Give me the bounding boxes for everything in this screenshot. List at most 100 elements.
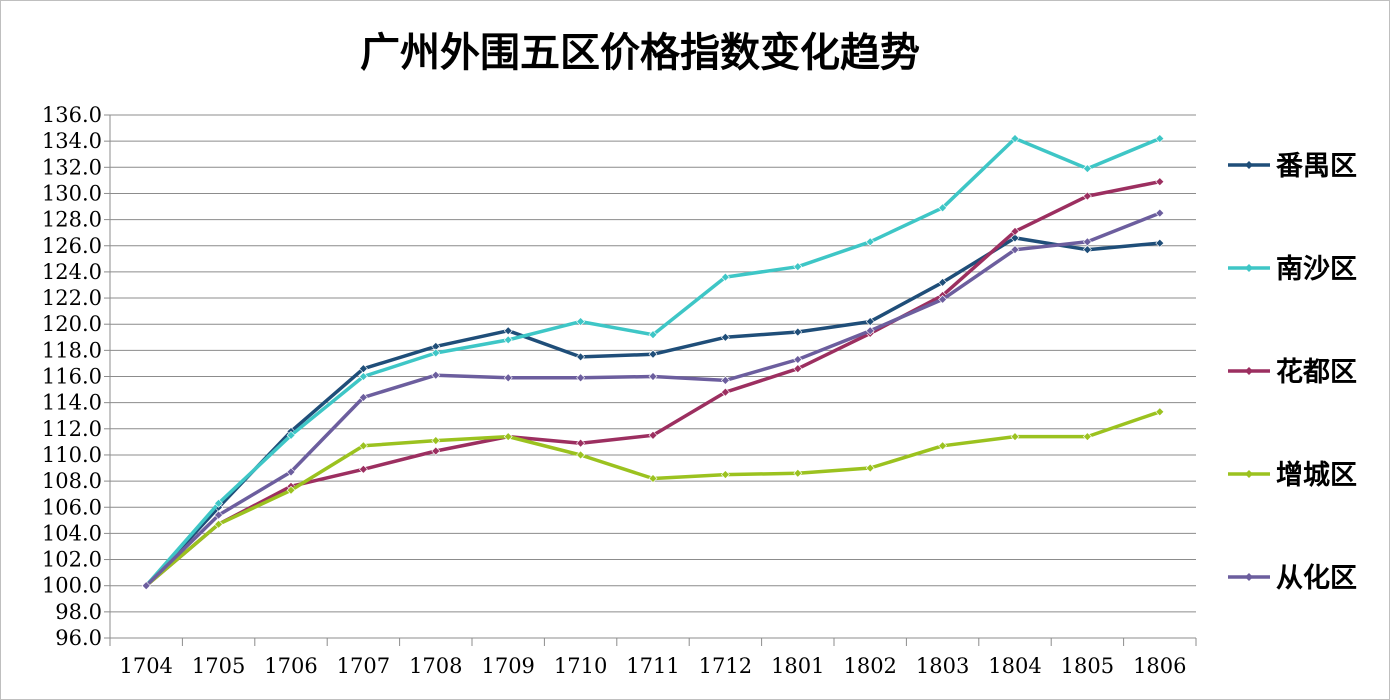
axes	[109, 115, 1197, 646]
data-point	[865, 326, 875, 336]
y-tick-label: 122.0	[42, 286, 102, 310]
legend-label: 番禺区	[1276, 151, 1357, 182]
data-point	[1155, 177, 1165, 187]
data-point	[720, 375, 730, 385]
data-point	[793, 327, 803, 337]
data-point	[576, 438, 586, 448]
y-tick-label: 130.0	[42, 181, 102, 205]
data-point	[358, 392, 368, 402]
data-point	[648, 430, 658, 440]
x-axis-tick-labels: 1704 1705 1706 1707 1708 1709 1710 1711 1712 1801…	[119, 654, 1186, 678]
x-tick-label: 1711	[626, 654, 679, 678]
y-tick-label: 110.0	[42, 443, 102, 467]
legend-label: 花都区	[1276, 357, 1357, 388]
data-point	[1155, 208, 1165, 218]
y-tick-label: 106.0	[42, 495, 102, 519]
y-tick-label: 128.0	[42, 208, 102, 232]
data-point	[793, 262, 803, 272]
x-tick-label: 1710	[554, 654, 607, 678]
data-point	[720, 332, 730, 342]
data-point	[141, 581, 151, 591]
y-tick-label: 104.0	[42, 521, 102, 545]
y-axis-tick-labels: 96.098.0100.0102.0104.0106.0108.0110.011…	[42, 103, 102, 650]
data-point	[793, 468, 803, 478]
data-point	[793, 355, 803, 364]
y-tick-label: 124.0	[42, 260, 102, 284]
x-tick-label: 1806	[1133, 654, 1186, 678]
data-point	[720, 387, 730, 397]
data-point	[1010, 432, 1020, 442]
data-point	[431, 370, 441, 380]
y-tick-label: 134.0	[42, 129, 102, 153]
data-point	[648, 349, 658, 359]
data-point	[431, 436, 441, 445]
legend-label: 从化区	[1276, 563, 1357, 594]
data-point	[1010, 233, 1020, 243]
legend-marker	[1245, 367, 1253, 375]
y-tick-label: 132.0	[42, 155, 102, 179]
data-point	[648, 330, 658, 340]
data-point	[648, 474, 658, 483]
data-point	[503, 373, 513, 383]
legend-marker	[1245, 161, 1253, 169]
x-tick-label: 1708	[409, 654, 462, 678]
data-point	[938, 203, 948, 213]
legend-marker	[1245, 470, 1253, 478]
y-tick-label: 98.0	[55, 600, 102, 624]
x-tick-label: 1801	[771, 654, 824, 678]
data-point	[1010, 226, 1020, 236]
y-tick-label: 136.0	[42, 103, 102, 127]
data-point	[1082, 237, 1092, 247]
data-point	[793, 364, 803, 374]
data-point	[576, 373, 586, 383]
data-point	[214, 519, 224, 529]
y-tick-label: 108.0	[42, 469, 102, 493]
series-line	[144, 136, 1162, 588]
data-point	[358, 372, 368, 381]
y-tick-label: 120.0	[42, 312, 102, 336]
legend-marker	[1245, 573, 1253, 581]
data-point	[1082, 245, 1092, 255]
y-tick-label: 116.0	[42, 365, 102, 389]
x-tick-label: 1706	[264, 654, 317, 678]
data-point	[503, 432, 513, 442]
data-point	[1010, 134, 1020, 143]
data-point	[1082, 432, 1092, 442]
x-tick-label: 1805	[1061, 654, 1114, 678]
y-tick-label: 126.0	[42, 234, 102, 258]
data-point	[1155, 407, 1165, 417]
y-tick-label: 96.0	[55, 626, 102, 650]
data-point	[865, 317, 875, 327]
data-point	[214, 510, 224, 520]
x-tick-label: 1704	[119, 654, 172, 678]
data-point	[938, 277, 948, 287]
legend-label: 增城区	[1276, 459, 1357, 491]
x-tick-label: 1712	[699, 654, 752, 678]
data-point	[358, 441, 368, 451]
data-point	[576, 317, 586, 327]
y-tick-label: 112.0	[42, 417, 102, 441]
data-point	[503, 326, 513, 336]
data-point	[648, 372, 658, 381]
chart-title: 广州外围五区价格指数变化趋势	[360, 30, 920, 76]
data-point	[865, 463, 875, 473]
data-point	[286, 430, 296, 440]
y-tick-label: 118.0	[42, 338, 102, 362]
data-point	[576, 352, 586, 362]
data-point	[431, 446, 441, 456]
x-tick-label: 1709	[481, 654, 534, 678]
series-lines	[141, 134, 1165, 591]
data-point	[865, 237, 875, 247]
y-tick-label: 100.0	[42, 574, 102, 598]
data-point	[286, 485, 296, 495]
x-tick-label: 1802	[843, 654, 896, 678]
data-point	[1082, 191, 1092, 201]
x-tick-label: 1707	[337, 654, 390, 678]
data-point	[1010, 245, 1020, 255]
x-tick-label: 1804	[988, 654, 1041, 678]
data-point	[576, 450, 586, 460]
series-line	[144, 211, 1162, 588]
